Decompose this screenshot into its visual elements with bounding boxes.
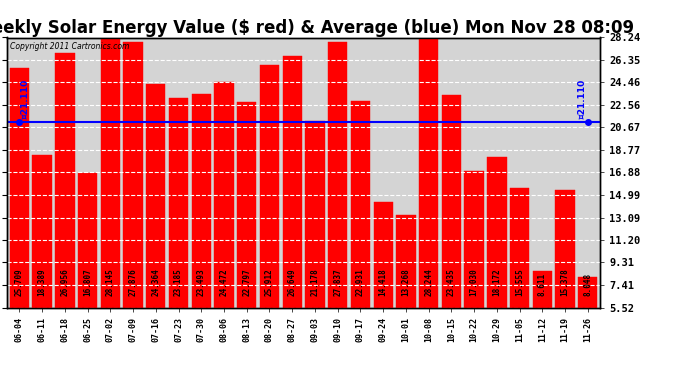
Text: 25.912: 25.912 [265, 268, 274, 296]
Text: 24.364: 24.364 [151, 268, 160, 296]
Text: 23.493: 23.493 [197, 268, 206, 296]
Text: 26.956: 26.956 [61, 268, 70, 296]
Text: Copyright 2011 Cartronics.com: Copyright 2011 Cartronics.com [10, 42, 129, 51]
Bar [260, 65, 279, 308]
Bar [555, 190, 575, 308]
Title: Weekly Solar Energy Value ($ red) & Average (blue) Mon Nov 28 08:09: Weekly Solar Energy Value ($ red) & Aver… [0, 20, 633, 38]
Text: 26.649: 26.649 [288, 268, 297, 296]
Text: 8.611: 8.611 [538, 273, 546, 296]
Bar [192, 94, 211, 308]
Text: 17.030: 17.030 [470, 268, 479, 296]
Bar [533, 271, 552, 308]
Bar [32, 154, 52, 308]
Text: 27.876: 27.876 [128, 268, 137, 296]
Bar [283, 56, 302, 308]
Text: 22.931: 22.931 [356, 268, 365, 296]
Text: 15.555: 15.555 [515, 268, 524, 296]
Text: 23.185: 23.185 [174, 268, 183, 296]
Bar [55, 53, 75, 307]
Text: 16.807: 16.807 [83, 268, 92, 296]
Bar [351, 100, 370, 308]
Text: ¤21.110: ¤21.110 [21, 78, 30, 118]
Text: 23.435: 23.435 [447, 268, 456, 296]
Bar [10, 68, 29, 308]
Text: 15.378: 15.378 [560, 268, 569, 296]
Text: 28.244: 28.244 [424, 268, 433, 296]
Text: 21.178: 21.178 [310, 268, 319, 296]
Bar [373, 202, 393, 308]
Text: 24.472: 24.472 [219, 268, 228, 296]
Text: ¤21.110: ¤21.110 [578, 78, 586, 118]
Text: 22.797: 22.797 [242, 268, 251, 296]
Bar [237, 102, 257, 308]
Bar [419, 38, 438, 308]
Bar [169, 98, 188, 308]
Bar [578, 278, 598, 308]
Bar [487, 157, 506, 308]
Bar [464, 171, 484, 308]
Bar [305, 122, 324, 308]
Bar [101, 39, 120, 308]
Text: 8.048: 8.048 [583, 273, 592, 296]
Bar [396, 215, 415, 308]
Text: 18.172: 18.172 [493, 268, 502, 296]
Bar [215, 82, 234, 308]
Text: 27.837: 27.837 [333, 268, 342, 296]
Bar [510, 188, 529, 308]
Text: 28.145: 28.145 [106, 268, 115, 296]
Text: 25.709: 25.709 [15, 268, 24, 296]
Bar [124, 42, 143, 308]
Text: 13.268: 13.268 [402, 268, 411, 296]
Text: 14.418: 14.418 [379, 268, 388, 296]
Bar [78, 173, 97, 308]
Bar [328, 42, 347, 308]
Bar [442, 94, 461, 308]
Text: 18.389: 18.389 [38, 268, 47, 296]
Bar [146, 84, 166, 308]
